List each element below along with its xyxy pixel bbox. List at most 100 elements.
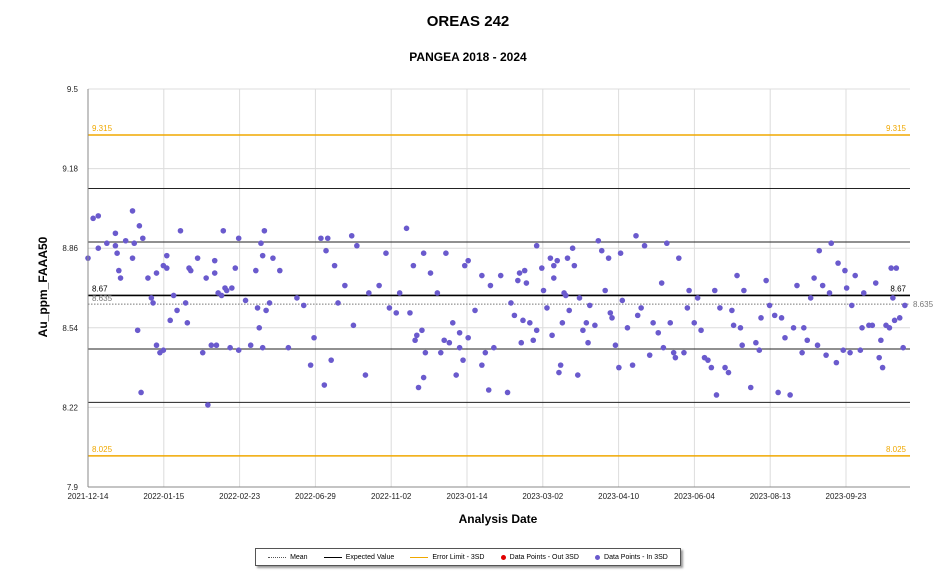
data-point [182, 300, 189, 306]
data-point [530, 337, 537, 344]
data-point [396, 290, 403, 296]
data-point [95, 213, 102, 219]
data-point [487, 282, 494, 289]
data-point [672, 354, 679, 361]
y-tick-label: 9.5 [67, 85, 79, 94]
data-point [624, 325, 631, 331]
data-point [136, 223, 143, 229]
data-point [876, 354, 882, 361]
data-points [85, 208, 908, 408]
data-point [799, 349, 805, 356]
data-point [607, 310, 614, 316]
data-point [852, 272, 858, 279]
data-point [527, 320, 533, 326]
data-point [681, 349, 687, 356]
data-point [576, 295, 583, 301]
data-point [521, 267, 528, 274]
legend-label: Mean [290, 553, 308, 561]
data-point [602, 287, 608, 294]
data-point [890, 295, 896, 301]
data-point [427, 270, 434, 276]
data-point [131, 240, 138, 247]
data-point [177, 227, 184, 234]
data-point [583, 320, 590, 326]
data-point [860, 290, 867, 296]
data-point [872, 280, 879, 286]
data-point [232, 265, 239, 271]
data-point [763, 277, 769, 284]
data-point [619, 297, 626, 304]
data-point [878, 337, 884, 344]
data-point [150, 300, 156, 306]
legend-line-marker [410, 556, 429, 558]
data-point [376, 282, 382, 289]
data-point [574, 372, 581, 378]
data-point [557, 362, 564, 368]
data-point [756, 347, 763, 353]
data-point [479, 272, 485, 279]
data-point [518, 339, 525, 346]
data-point [684, 305, 691, 311]
data-point [790, 325, 797, 331]
data-point [449, 320, 456, 326]
data-point [174, 307, 180, 314]
data-point [420, 374, 427, 381]
x-tick-label: 2023-09-23 [826, 492, 867, 501]
data-point [354, 242, 360, 249]
data-point [811, 275, 817, 281]
data-point [258, 240, 264, 247]
x-tick-label: 2021-12-14 [68, 492, 109, 501]
data-point [893, 265, 900, 271]
data-point [612, 342, 619, 349]
x-tick-label: 2023-01-14 [447, 492, 488, 501]
data-point [816, 247, 823, 254]
data-point [869, 322, 876, 329]
data-point [629, 362, 636, 368]
data-point [460, 357, 466, 363]
data-point [205, 402, 211, 408]
data-point [211, 257, 218, 264]
data-point [747, 384, 754, 391]
data-point [491, 344, 497, 351]
data-point [807, 295, 814, 301]
data-point [242, 297, 249, 304]
data-point [220, 227, 227, 234]
data-point [465, 257, 471, 264]
data-point [739, 342, 745, 349]
data-point [167, 317, 173, 324]
data-point [564, 255, 571, 261]
data-point [782, 334, 788, 341]
data-point [559, 320, 566, 326]
data-point [826, 290, 833, 296]
chart-legend: Mean Expected Value Error Limit - 3SD Data … [255, 548, 681, 566]
data-point [753, 339, 759, 346]
lower-error-limit-line-label-right: 8.025 [886, 445, 907, 454]
data-point [722, 364, 728, 371]
data-point [194, 255, 201, 261]
legend-label: Error Limit - 3SD [432, 553, 485, 561]
data-point [778, 315, 785, 321]
data-point [434, 290, 441, 296]
data-point [711, 287, 718, 294]
data-point [554, 257, 561, 264]
chart-title: OREAS 242 [426, 13, 510, 30]
data-point [641, 242, 648, 249]
data-point [888, 265, 894, 271]
data-point [163, 265, 170, 271]
data-point [456, 344, 463, 351]
data-point [184, 320, 191, 326]
data-point [203, 275, 209, 281]
data-point [828, 240, 835, 247]
data-point [562, 292, 569, 299]
data-point [586, 302, 593, 309]
data-point [90, 215, 96, 222]
x-tick-label: 2022-06-29 [295, 492, 336, 501]
y-tick-label: 9.18 [62, 165, 78, 174]
data-point [311, 334, 317, 341]
data-point [415, 384, 422, 391]
data-point [324, 235, 331, 242]
data-point [95, 245, 102, 251]
y-axis-label: Au_ppm_FAAA50 [36, 236, 50, 337]
data-point [199, 349, 206, 356]
data-point [218, 292, 225, 299]
